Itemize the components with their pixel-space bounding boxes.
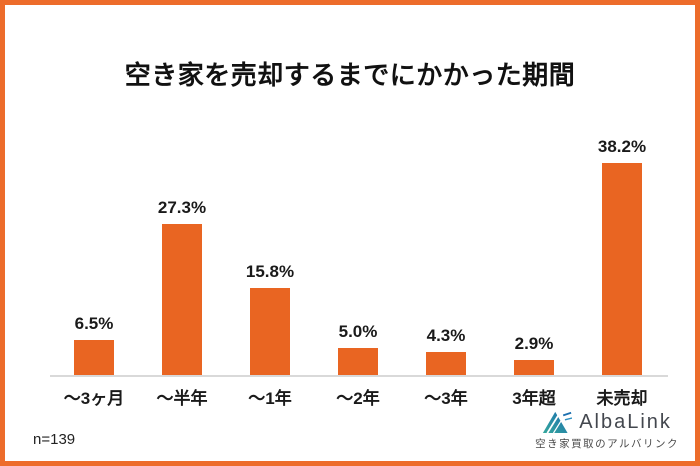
bar-value-label: 2.9% — [514, 334, 554, 353]
x-axis-category-label: 〜1年 — [248, 389, 292, 408]
bar-value-label: 4.3% — [426, 326, 466, 345]
x-axis-category-label: 〜3年 — [424, 389, 468, 408]
brand-tagline: 空き家買取のアルバリンク — [535, 438, 679, 450]
brand-name: AlbaLink — [579, 410, 672, 433]
bar — [250, 288, 290, 376]
bar-column: 2.9% — [490, 130, 578, 376]
bar-chart-plot-area: 6.5% 27.3% 15.8% 5.0% 4.3% 2.9% 38.2% — [50, 130, 666, 376]
bar-value-label: 5.0% — [338, 322, 378, 341]
bar — [426, 352, 466, 376]
bar-value-label: 38.2% — [597, 137, 647, 156]
x-axis-line — [50, 375, 668, 377]
x-axis-category-labels: 〜3ヶ月 〜半年 〜1年 〜2年 〜3年 3年超 未売却 — [50, 384, 666, 409]
bar — [338, 348, 378, 376]
bar — [514, 360, 554, 376]
bar-column: 27.3% — [138, 130, 226, 376]
bar-value-label: 6.5% — [74, 314, 114, 333]
x-axis-category-label: 〜3ヶ月 — [63, 389, 125, 408]
chart-title: 空き家を売却するまでにかかった期間 — [124, 60, 576, 90]
bar — [74, 340, 114, 376]
bar-column: 6.5% — [50, 130, 138, 376]
bar — [162, 224, 202, 376]
x-axis-category-label: 未売却 — [596, 389, 648, 408]
x-axis-category-label: 〜半年 — [156, 389, 208, 408]
brand-logo: AlbaLink 空き家買取のアルバリンク — [535, 410, 679, 451]
bar-value-label: 15.8% — [245, 262, 295, 281]
sample-size-label: n=139 — [33, 431, 76, 448]
bar-column: 38.2% — [578, 130, 666, 376]
x-axis-category-label: 3年超 — [512, 389, 556, 408]
albalink-mountain-icon — [542, 410, 573, 434]
bar-column: 5.0% — [314, 130, 402, 376]
bar-column: 15.8% — [226, 130, 314, 376]
x-axis-category-label: 〜2年 — [336, 389, 380, 408]
bar — [602, 163, 642, 376]
bar-column: 4.3% — [402, 130, 490, 376]
bar-value-label: 27.3% — [157, 198, 207, 217]
